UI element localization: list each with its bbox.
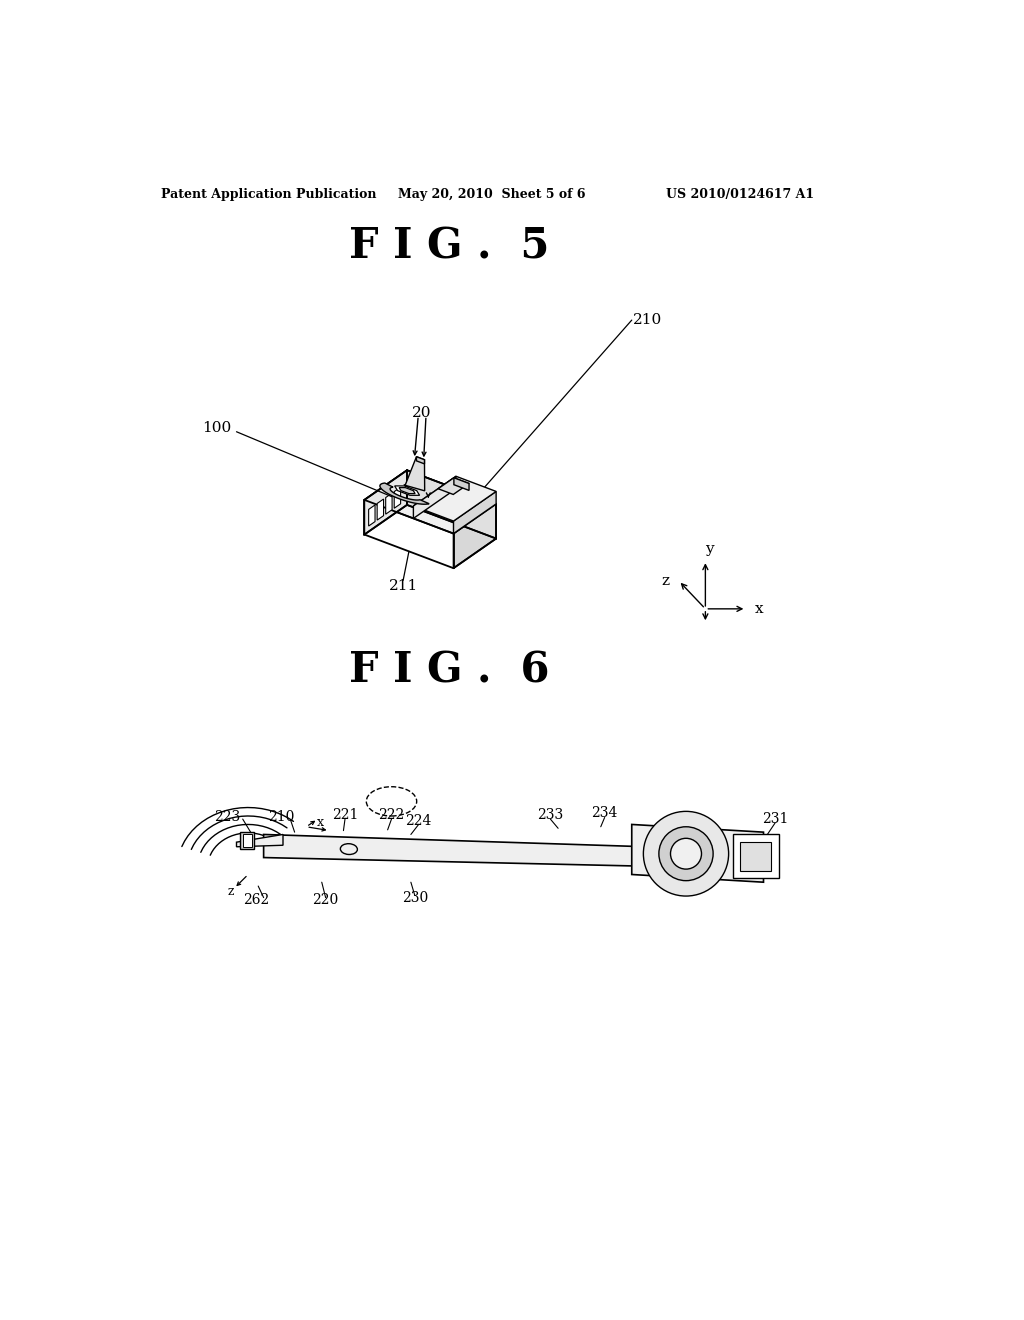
Polygon shape: [394, 487, 400, 508]
Polygon shape: [732, 834, 779, 878]
Polygon shape: [454, 504, 496, 568]
Text: 233: 233: [538, 808, 563, 822]
Text: 262: 262: [243, 892, 269, 907]
Polygon shape: [740, 842, 771, 871]
Circle shape: [643, 812, 729, 896]
Circle shape: [671, 838, 701, 869]
Polygon shape: [369, 506, 375, 527]
Text: 230: 230: [401, 891, 428, 904]
Text: 211: 211: [388, 578, 418, 593]
Polygon shape: [365, 470, 407, 535]
Text: y: y: [705, 541, 714, 556]
Polygon shape: [237, 834, 283, 847]
Text: x: x: [755, 602, 763, 616]
Polygon shape: [386, 494, 392, 515]
Text: Patent Application Publication: Patent Application Publication: [162, 187, 377, 201]
Polygon shape: [438, 478, 469, 495]
Polygon shape: [263, 834, 671, 867]
Polygon shape: [243, 834, 252, 847]
Text: z: z: [227, 884, 234, 898]
Text: 210: 210: [268, 809, 295, 824]
Polygon shape: [417, 457, 425, 463]
Polygon shape: [407, 470, 496, 539]
Polygon shape: [394, 486, 420, 495]
Polygon shape: [454, 478, 469, 491]
Polygon shape: [377, 499, 384, 520]
Polygon shape: [399, 487, 415, 494]
Text: 210: 210: [633, 313, 662, 327]
Polygon shape: [380, 483, 429, 504]
Text: x: x: [316, 816, 324, 829]
Text: 221: 221: [332, 808, 358, 822]
Text: 224: 224: [406, 813, 432, 828]
Text: 222: 222: [379, 808, 404, 822]
Circle shape: [658, 826, 713, 880]
Text: F I G .  5: F I G . 5: [349, 226, 550, 268]
Text: May 20, 2010  Sheet 5 of 6: May 20, 2010 Sheet 5 of 6: [398, 187, 586, 201]
Polygon shape: [454, 491, 496, 533]
Polygon shape: [241, 832, 254, 849]
Text: 100: 100: [203, 421, 231, 434]
Text: 231: 231: [762, 812, 788, 826]
Text: 20: 20: [413, 407, 432, 420]
Text: z: z: [662, 574, 670, 587]
Text: F I G .  6: F I G . 6: [349, 649, 550, 692]
Polygon shape: [365, 470, 496, 533]
Text: 220: 220: [312, 892, 339, 907]
Polygon shape: [414, 477, 456, 519]
Text: US 2010/0124617 A1: US 2010/0124617 A1: [667, 187, 814, 201]
Text: 223: 223: [214, 809, 241, 824]
Polygon shape: [632, 825, 764, 882]
Polygon shape: [414, 477, 496, 521]
Text: 234: 234: [592, 807, 617, 820]
Polygon shape: [406, 457, 425, 491]
